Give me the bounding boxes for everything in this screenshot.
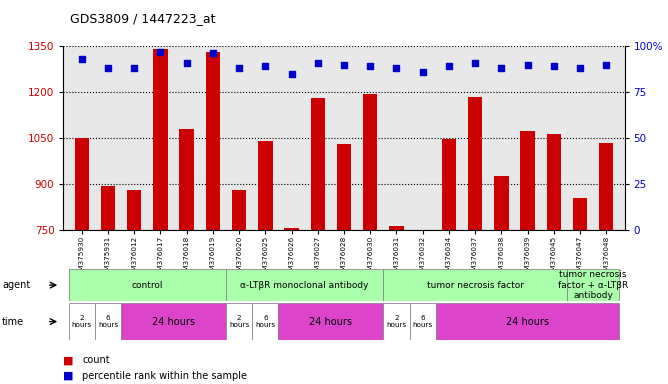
Point: [234, 65, 244, 71]
Point: [522, 61, 533, 68]
Bar: [442, 139, 456, 230]
Text: agent: agent: [2, 280, 30, 290]
Bar: [226, 269, 383, 301]
Bar: [75, 138, 89, 230]
Bar: [95, 303, 121, 340]
Bar: [599, 143, 613, 230]
Point: [181, 60, 192, 66]
Bar: [468, 97, 482, 230]
Bar: [101, 187, 116, 230]
Text: 2
hours: 2 hours: [71, 315, 92, 328]
Bar: [206, 52, 220, 230]
Bar: [121, 303, 226, 340]
Bar: [409, 303, 436, 340]
Point: [208, 50, 218, 56]
Text: 6
hours: 6 hours: [255, 315, 275, 328]
Text: 6
hours: 6 hours: [98, 315, 118, 328]
Point: [391, 65, 402, 71]
Point: [286, 71, 297, 77]
Point: [129, 65, 140, 71]
Point: [365, 63, 375, 70]
Bar: [383, 269, 567, 301]
Bar: [153, 49, 168, 230]
Text: time: time: [2, 316, 24, 327]
Text: control: control: [132, 281, 163, 290]
Point: [496, 65, 507, 71]
Text: tumor necrosis
factor + α-LTβR
antibody: tumor necrosis factor + α-LTβR antibody: [558, 270, 628, 300]
Bar: [337, 144, 351, 230]
Text: α-LTβR monoclonal antibody: α-LTβR monoclonal antibody: [240, 281, 369, 290]
Bar: [226, 303, 253, 340]
Bar: [436, 303, 619, 340]
Point: [313, 60, 323, 66]
Point: [601, 61, 612, 68]
Bar: [520, 131, 535, 230]
Point: [76, 56, 87, 62]
Bar: [311, 98, 325, 230]
Point: [548, 63, 559, 70]
Bar: [389, 226, 403, 230]
Bar: [285, 228, 299, 230]
Text: GDS3809 / 1447223_at: GDS3809 / 1447223_at: [70, 12, 216, 25]
Text: percentile rank within the sample: percentile rank within the sample: [82, 371, 247, 381]
Bar: [69, 269, 226, 301]
Point: [339, 61, 349, 68]
Point: [155, 48, 166, 55]
Bar: [232, 190, 246, 230]
Bar: [363, 94, 377, 230]
Bar: [572, 198, 587, 230]
Bar: [494, 176, 508, 230]
Text: tumor necrosis factor: tumor necrosis factor: [427, 281, 524, 290]
Text: 24 hours: 24 hours: [152, 316, 195, 327]
Text: count: count: [82, 355, 110, 365]
Bar: [383, 303, 409, 340]
Bar: [180, 129, 194, 230]
Point: [470, 60, 480, 66]
Text: 2
hours: 2 hours: [386, 315, 407, 328]
Bar: [258, 141, 273, 230]
Text: 6
hours: 6 hours: [413, 315, 433, 328]
Bar: [567, 269, 619, 301]
Text: 2
hours: 2 hours: [229, 315, 249, 328]
Point: [418, 69, 428, 75]
Bar: [253, 303, 279, 340]
Bar: [127, 190, 142, 230]
Text: ■: ■: [63, 371, 74, 381]
Text: 24 hours: 24 hours: [309, 316, 353, 327]
Point: [103, 65, 114, 71]
Text: ■: ■: [63, 355, 74, 365]
Bar: [279, 303, 383, 340]
Point: [260, 63, 271, 70]
Point: [574, 65, 585, 71]
Point: [444, 63, 454, 70]
Bar: [546, 134, 561, 230]
Bar: [69, 303, 95, 340]
Text: 24 hours: 24 hours: [506, 316, 549, 327]
